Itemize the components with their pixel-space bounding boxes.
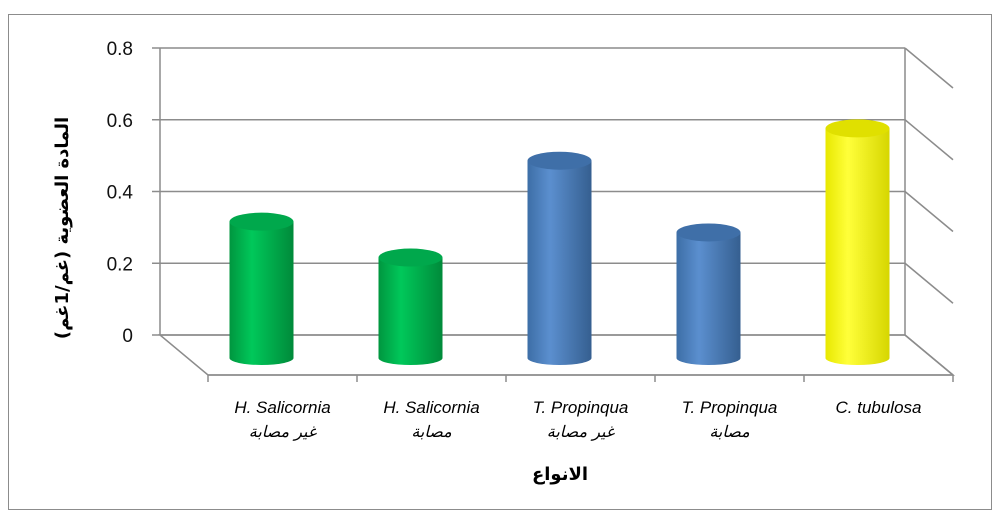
bar (378, 248, 443, 366)
bar-body (527, 160, 592, 366)
bars (229, 119, 890, 366)
x-axis-title: الانواع (532, 464, 588, 485)
bar (676, 223, 741, 366)
y-axis-title: المادة العضوية (غم/1غم) (52, 117, 73, 339)
bar (527, 151, 592, 366)
bar-top (378, 248, 443, 267)
category-sublabel: غير مصابة (249, 422, 318, 441)
category-label: T. Propinqua (682, 398, 778, 417)
bar-top (825, 119, 890, 138)
bar-body (378, 257, 443, 366)
category-label: C. tubulosa (836, 398, 922, 417)
gridline-depth (904, 190, 954, 233)
bar-body (825, 128, 890, 366)
category-labels: H. Salicornia غير مصابة H. Salicornia مصابة… (234, 398, 921, 441)
category-label: H. Salicornia (234, 398, 330, 417)
bar (825, 119, 890, 366)
bar-top (527, 151, 592, 170)
gridline-depth (904, 119, 954, 161)
bar (229, 212, 294, 366)
category-label: T. Propinqua (533, 398, 629, 417)
gridline-depth (904, 262, 954, 304)
y-tick-label: 0.6 (107, 111, 133, 132)
bar-body (676, 232, 741, 366)
category-label: H. Salicornia (383, 398, 479, 417)
y-tick-label: 0.4 (107, 183, 134, 204)
bar-top (676, 223, 741, 242)
bar-body (229, 221, 294, 366)
bar-top (229, 212, 294, 231)
y-tick-labels: 0.8 0.6 0.4 0.2 0 (107, 39, 134, 347)
y-tick-label: 0 (122, 326, 133, 347)
y-tick-label: 0.8 (107, 39, 133, 60)
category-sublabel: مصابة (709, 422, 750, 441)
category-sublabel: مصابة (411, 422, 452, 441)
category-sublabel: غير مصابة (547, 422, 616, 441)
axes (152, 47, 956, 382)
gridline-depth (904, 47, 954, 89)
y-tick-label: 0.2 (107, 254, 133, 275)
